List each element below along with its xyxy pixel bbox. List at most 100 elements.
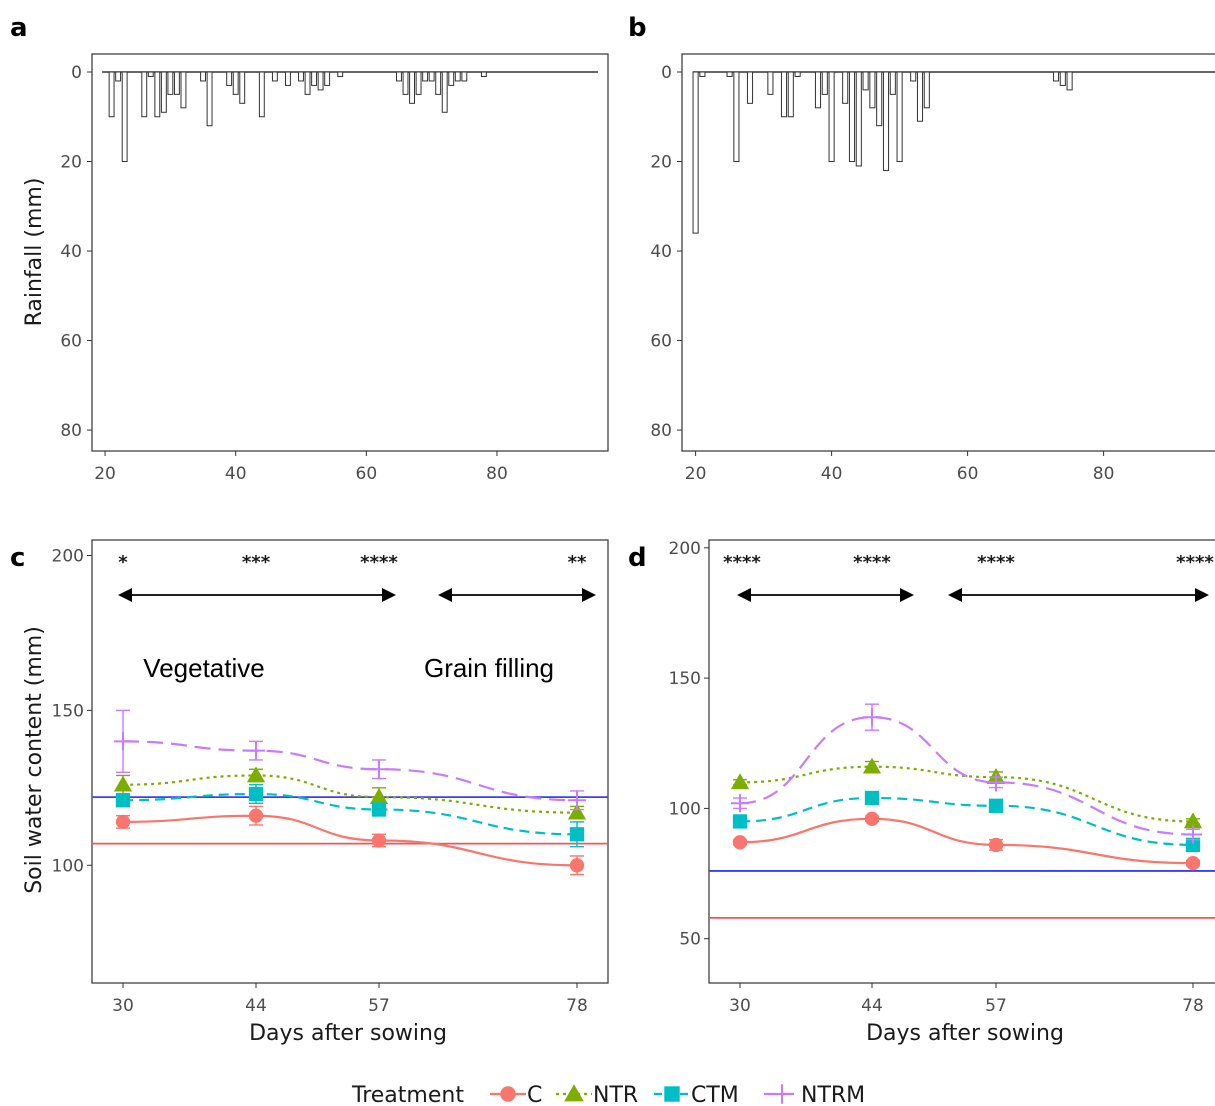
rain-bar [160, 71, 167, 113]
legend-marker-ntrm [772, 1084, 792, 1104]
rain-bar [200, 71, 206, 82]
rain-bar [428, 71, 435, 82]
series-line-c [739, 817, 1194, 865]
data-point-ntr [862, 757, 882, 774]
panel-c-frame [91, 539, 609, 984]
data-point-ctm [864, 790, 880, 806]
rain-bar [923, 71, 930, 109]
rain-bar [842, 71, 849, 104]
panel-a-xtick-label: 20 [94, 464, 116, 484]
data-point-ctm [371, 802, 387, 817]
rain-bar [876, 71, 883, 127]
panel-b-ytick-label: 40 [650, 242, 672, 262]
legend-label-ctm: CTM [691, 1083, 739, 1106]
panel-d-xtick-label: 78 [1182, 996, 1204, 1016]
data-point-ntrm [986, 773, 1006, 792]
panel-c-ylabel: Soil water content (mm) [22, 626, 47, 894]
panel-b-ytick-label: 20 [650, 153, 672, 173]
rain-bar [409, 71, 415, 104]
legend: Treatment C NTR CTM NTRM [351, 1083, 865, 1106]
stage-label-grain-filling: Grain filling [424, 653, 554, 683]
panel-letter-c: c [10, 543, 25, 573]
panel-letter-b: b [628, 13, 647, 43]
rain-bar [304, 71, 311, 95]
rain-bar [298, 71, 304, 82]
rain-bar [435, 71, 442, 95]
rain-bar [480, 71, 487, 77]
rain-bar [167, 71, 174, 95]
panel-d-xtick-label: 44 [861, 996, 883, 1016]
rain-bar [787, 71, 794, 118]
data-point-c [569, 858, 585, 873]
data-point-c [1185, 855, 1201, 871]
rain-bar [726, 71, 733, 77]
panel-b-xtick-label: 60 [957, 464, 979, 484]
data-point-ctm [1185, 837, 1201, 853]
rain-bar [115, 71, 122, 82]
data-point-ctm [115, 793, 131, 808]
rain-bar [767, 71, 774, 95]
rain-bar [141, 71, 148, 118]
rain-bar [402, 71, 409, 95]
stage-arrow-head-left [118, 588, 132, 602]
legend-label-c: C [527, 1083, 542, 1106]
panel-b-ytick-label: 0 [661, 63, 672, 83]
panel-letter-a: a [10, 13, 28, 43]
panel-b-ytick-label: 80 [650, 421, 672, 441]
panel-a-ytick-label: 40 [60, 242, 82, 262]
rain-bar [180, 71, 187, 109]
legend-marker-ctm [664, 1086, 680, 1102]
rain-bar [1066, 71, 1073, 91]
rain-bar [271, 71, 278, 82]
panel-c-ytick-label: 100 [52, 856, 84, 876]
data-point-ntrm [113, 732, 133, 751]
rain-bar [461, 71, 468, 82]
significance-stars: *** [242, 552, 271, 573]
panel-a-xtick-label: 60 [356, 464, 378, 484]
panel-c-ytick-label: 200 [52, 546, 84, 566]
panel-d-ytick-label: 200 [669, 539, 701, 559]
series-line-ctm [739, 796, 1194, 846]
rain-bar [848, 71, 856, 163]
panels-layer: 0 20 40 60 80 20 40 60 80 0 20 40 60 80 20 40 60 80 100 150… [52, 53, 1215, 1016]
series-line-ntrm [122, 740, 578, 802]
rain-bar [422, 71, 429, 82]
legend-marker-c [500, 1086, 516, 1102]
panel-b-xtick-label: 40 [821, 464, 843, 484]
data-point-ntrm [1183, 825, 1203, 844]
rain-bar [108, 71, 115, 118]
data-point-ctm [569, 827, 585, 842]
panel-c-ytick-label: 150 [52, 701, 84, 721]
legend-title: Treatment [351, 1083, 464, 1106]
rain-bar [869, 71, 876, 109]
series-line-ntrm [739, 716, 1194, 836]
rain-bar [780, 71, 788, 118]
rain-bar [794, 71, 801, 77]
data-point-ntrm [369, 760, 389, 779]
significance-stars: **** [1176, 552, 1214, 573]
panel-b-frame [681, 53, 1215, 452]
data-point-ntrm [730, 794, 750, 813]
stage-label-vegetative: Vegetative [143, 653, 264, 683]
rain-bar [454, 71, 461, 82]
panel-d-xtick-label: 30 [729, 996, 751, 1016]
panel-b-xtick-label: 20 [685, 464, 707, 484]
data-point-ntrm [567, 791, 587, 810]
rain-bar [916, 71, 924, 122]
rain-bar [396, 71, 402, 82]
panel-a-ytick-label: 80 [60, 421, 82, 441]
data-point-ctm [248, 786, 264, 802]
panel-d-xtick-label: 57 [985, 996, 1007, 1016]
rain-bar [889, 71, 896, 95]
panel-c-xtick-label: 78 [566, 996, 588, 1016]
panel-d-ytick-label: 150 [669, 669, 701, 689]
rain-bar [121, 71, 128, 163]
panel-a-ytick-label: 20 [60, 153, 82, 173]
stage-arrow-head-right [1195, 588, 1209, 602]
stage-arrow-head-right [582, 588, 596, 602]
legend-label-ntrm: NTRM [801, 1083, 865, 1106]
legend-keys [490, 1084, 800, 1104]
panel-d-ytick-label: 100 [669, 799, 701, 819]
rain-bar [317, 71, 324, 91]
